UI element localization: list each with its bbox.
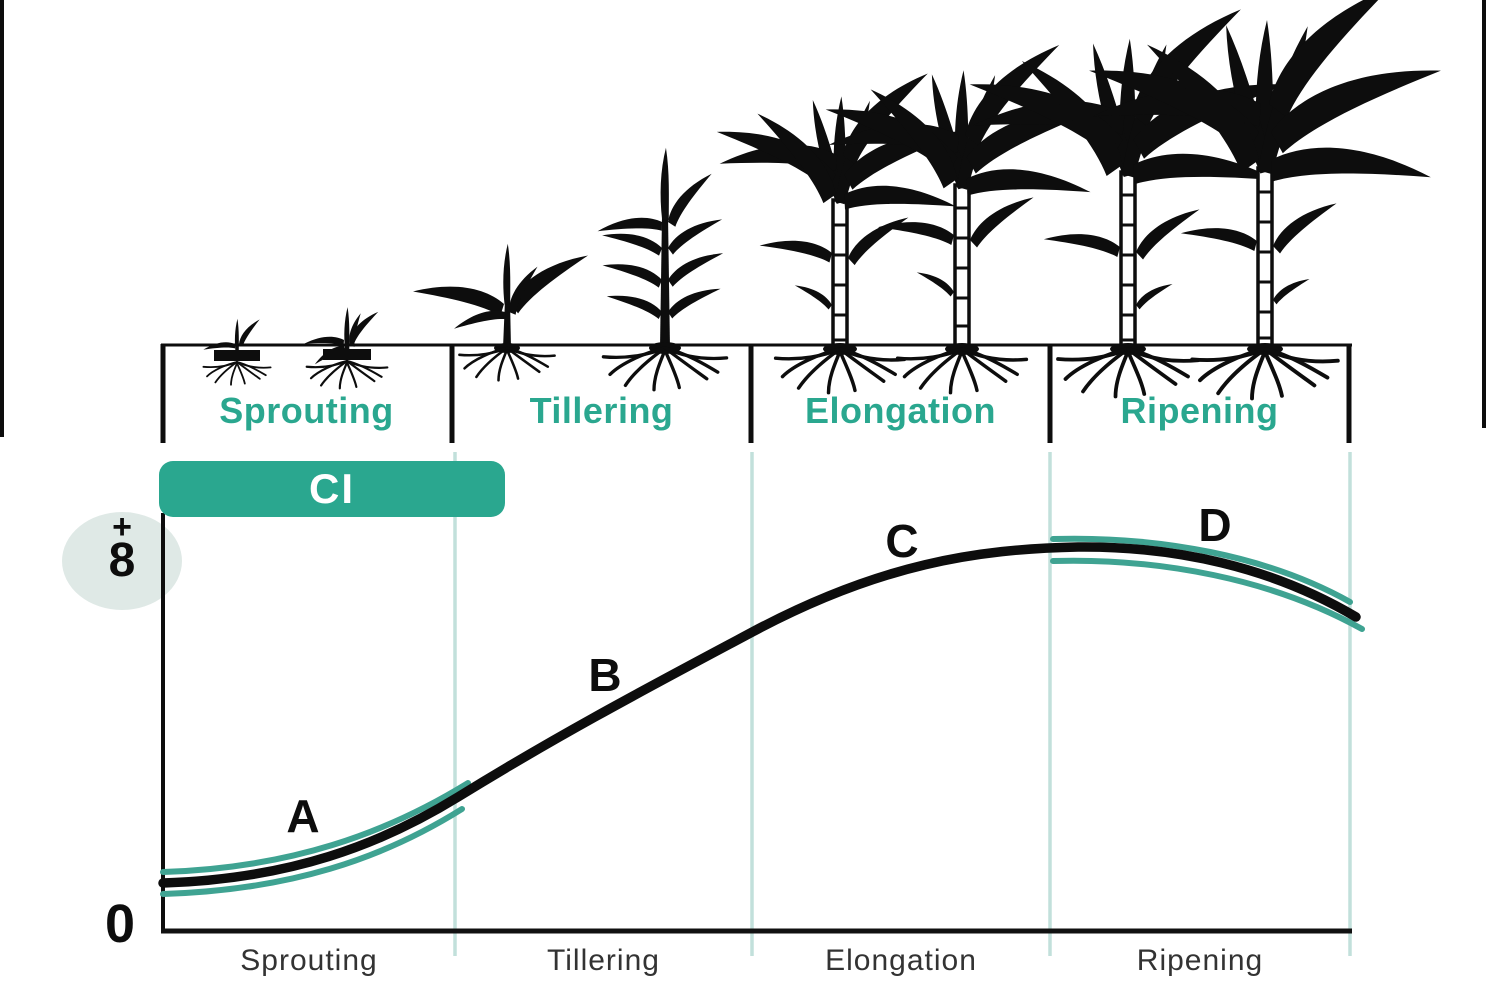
stage-divider-lines xyxy=(453,452,1352,956)
y-axis-origin-label: 0 xyxy=(104,894,136,954)
ci-accent-d-upper xyxy=(1050,535,1353,605)
x-axis-label-elongation: Elongation xyxy=(825,944,977,977)
ci-accent-a-lower xyxy=(160,806,465,897)
ripening-cane-1 xyxy=(970,9,1287,399)
curve-segment-label-b: B xyxy=(588,649,622,701)
ci-badge: CI xyxy=(159,461,505,517)
y-max-ellipse xyxy=(62,512,182,610)
ripening-cane-2 xyxy=(1089,0,1441,401)
tillering-plant-small xyxy=(412,243,597,382)
y-axis-max-value: 8 xyxy=(108,534,136,587)
x-axis-label-sprouting: Sprouting xyxy=(240,944,378,977)
ci-accent-curves xyxy=(160,535,1365,897)
stage-label-ripening: Ripening xyxy=(1120,390,1279,431)
x-axis-label-ripening: Ripening xyxy=(1136,944,1264,977)
y-axis-plus-sign: + xyxy=(112,508,132,546)
sprout-illustration-2 xyxy=(304,307,389,390)
stage-label-elongation: Elongation xyxy=(805,390,996,431)
stage-label-tillering: Tillering xyxy=(529,390,674,431)
ci-accent-d-lower xyxy=(1050,557,1365,632)
curve-segment-label-d: D xyxy=(1198,499,1232,551)
sprout-illustration-1 xyxy=(202,318,272,386)
curve-segment-label-a: A xyxy=(286,790,320,842)
ci-accent-a-upper xyxy=(160,780,471,875)
stage-label-sprouting: Sprouting xyxy=(219,390,394,431)
x-axis-label-tillering: Tillering xyxy=(547,944,660,977)
curve-segment-label-c: C xyxy=(885,515,919,567)
tillering-plant-large xyxy=(597,147,729,392)
growth-curve xyxy=(158,542,1361,888)
y-axis-max-label: + 8 xyxy=(62,508,182,587)
elongation-cane-2 xyxy=(826,45,1099,395)
stage-header-frame xyxy=(160,343,1352,443)
elongation-cane-1 xyxy=(717,73,963,395)
